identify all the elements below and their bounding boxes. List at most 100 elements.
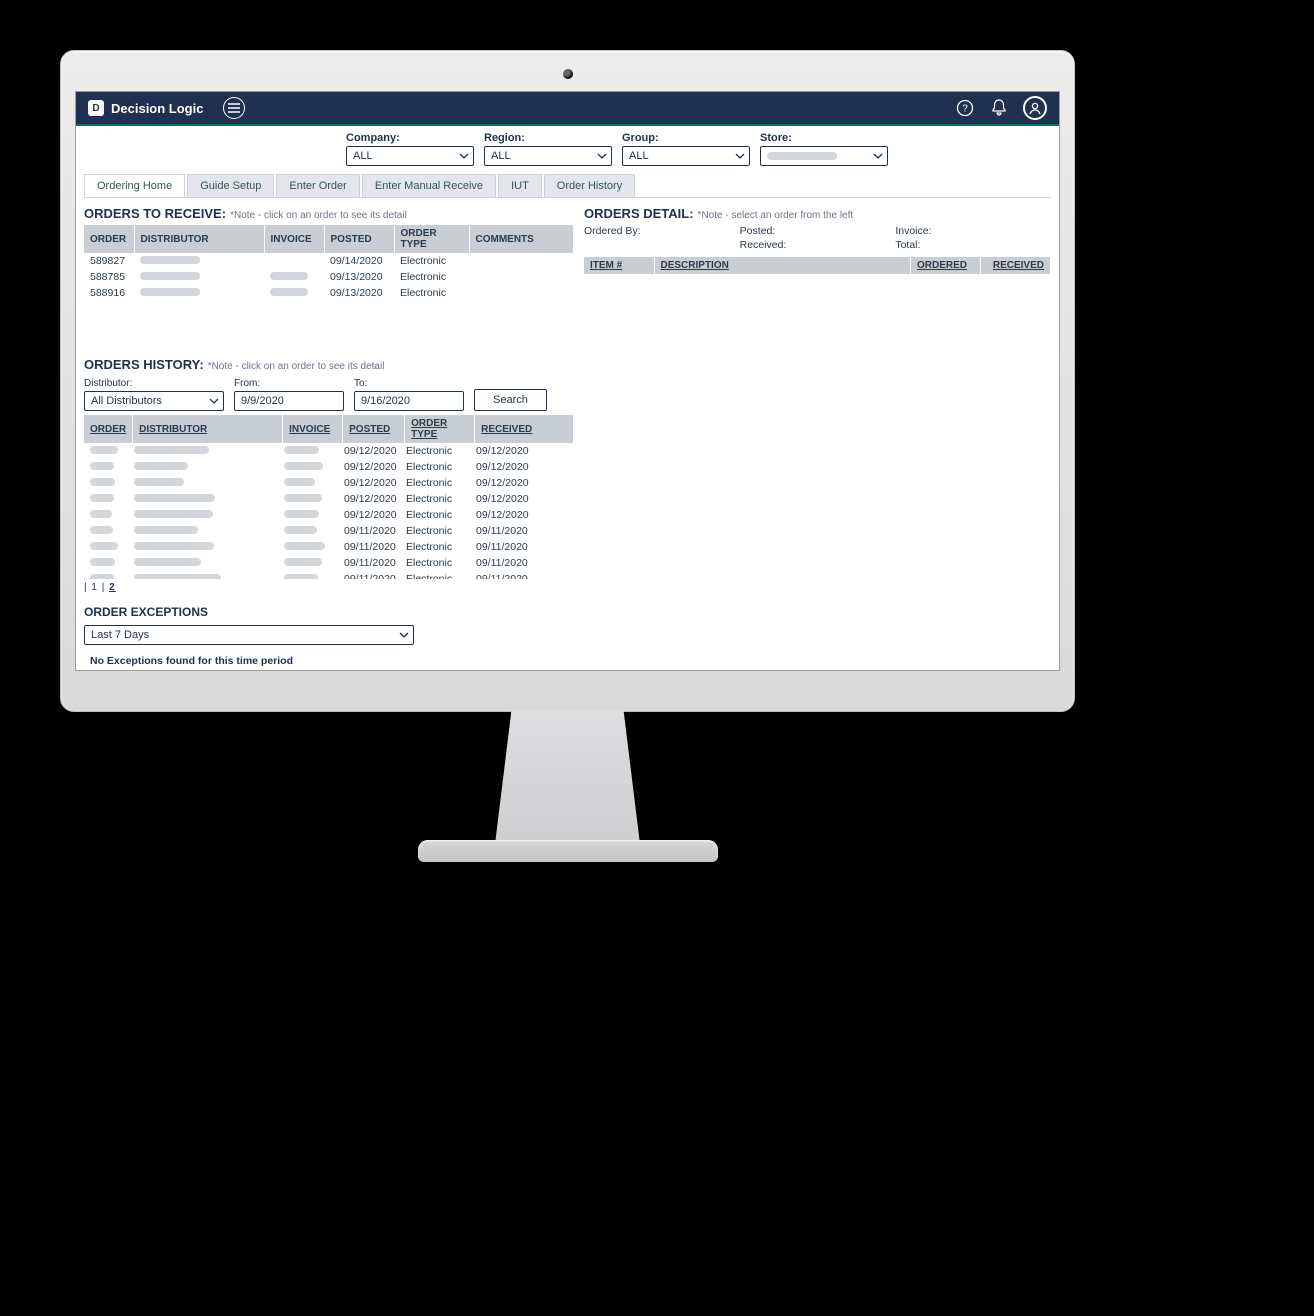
cell-invoice <box>278 443 338 459</box>
orders-history-note: *Note - click on an order to see its det… <box>208 361 385 372</box>
hcol-posted[interactable]: POSTED <box>343 415 405 443</box>
to--input[interactable] <box>354 391 464 411</box>
col-order-type[interactable]: ORDER TYPE <box>394 225 469 253</box>
orders-history-header: ORDER DISTRIBUTOR INVOICE POSTED ORDER T… <box>84 415 574 443</box>
dcol-item[interactable]: ITEM # <box>584 257 654 274</box>
col-invoice[interactable]: INVOICE <box>264 225 324 253</box>
col-order[interactable]: ORDER <box>84 225 134 253</box>
cell-invoice <box>264 269 324 285</box>
search-button[interactable]: Search <box>474 389 547 411</box>
table-row[interactable]: 09/12/2020Electronic09/12/2020 <box>84 475 564 491</box>
orders-to-receive-title: ORDERS TO RECEIVE: <box>84 206 226 221</box>
cell-distributor <box>128 459 278 475</box>
dcol-ordered[interactable]: ORDERED <box>911 257 981 274</box>
top-navbar: D Decision Logic ? <box>76 92 1059 126</box>
cell-received: 09/12/2020 <box>470 443 564 459</box>
cell-invoice <box>278 491 338 507</box>
cell-distributor <box>134 285 264 301</box>
orders-detail-title: ORDERS DETAIL: <box>584 206 694 221</box>
history-scroll[interactable]: 09/12/2020Electronic09/12/202009/12/2020… <box>84 443 574 579</box>
dcol-description[interactable]: DESCRIPTION <box>654 257 911 274</box>
chevron-down-icon <box>735 152 745 160</box>
monitor-mockup: D Decision Logic ? <box>60 50 1075 862</box>
hamburger-menu-button[interactable] <box>223 97 245 119</box>
table-row[interactable]: 58878509/13/2020Electronic <box>84 269 574 285</box>
orders-history-title: ORDERS HISTORY: <box>84 357 204 372</box>
user-menu-button[interactable] <box>1023 96 1047 120</box>
company-select[interactable]: ALL <box>346 146 474 166</box>
hcol-distributor[interactable]: DISTRIBUTOR <box>133 415 283 443</box>
invoice-label: Invoice: <box>895 225 1051 237</box>
app-screen: D Decision Logic ? <box>75 91 1060 671</box>
cell-received: 09/11/2020 <box>470 555 564 571</box>
svg-text:?: ? <box>962 104 968 115</box>
company-value: ALL <box>353 150 373 162</box>
cell-invoice <box>264 285 324 301</box>
cell-received: 09/12/2020 <box>470 459 564 475</box>
to-label: To: <box>354 378 464 389</box>
table-row[interactable]: 09/11/2020Electronic09/11/2020 <box>84 555 564 571</box>
tab-iut[interactable]: IUT <box>498 174 542 197</box>
hcol-order[interactable]: ORDER <box>84 415 133 443</box>
cell-order <box>84 443 128 459</box>
dcol-received[interactable]: RECEIVED <box>981 257 1051 274</box>
exceptions-range-select[interactable]: Last 7 Days <box>84 625 414 645</box>
col-distributor[interactable]: DISTRIBUTOR <box>134 225 264 253</box>
brand-name: Decision Logic <box>111 101 203 116</box>
cell-type: Electronic <box>394 285 469 301</box>
cell-posted: 09/11/2020 <box>338 571 400 579</box>
tab-ordering-home[interactable]: Ordering Home <box>84 174 185 197</box>
store-select[interactable] <box>760 146 888 166</box>
table-row[interactable]: 09/12/2020Electronic09/12/2020 <box>84 443 564 459</box>
table-row[interactable]: 09/11/2020Electronic09/11/2020 <box>84 571 564 579</box>
table-row[interactable]: 09/11/2020Electronic09/11/2020 <box>84 523 564 539</box>
table-row[interactable]: 09/12/2020Electronic09/12/2020 <box>84 491 564 507</box>
pager-page-2[interactable]: 2 <box>109 582 116 593</box>
hcol-invoice[interactable]: INVOICE <box>283 415 343 443</box>
tab-enter-order[interactable]: Enter Order <box>276 174 359 197</box>
cell-posted: 09/12/2020 <box>338 491 400 507</box>
store-value-placeholder <box>767 152 837 160</box>
history-filters: Distributor: All Distributors From: To: <box>84 378 574 411</box>
webcam-dot <box>563 69 573 79</box>
cell-posted: 09/11/2020 <box>338 523 400 539</box>
table-row[interactable]: 09/12/2020Electronic09/12/2020 <box>84 507 564 523</box>
brand-logo-icon: D <box>88 100 104 116</box>
history-pager: | 1 | 2 <box>84 582 574 593</box>
cell-distributor <box>128 491 278 507</box>
cell-type: Electronic <box>400 459 470 475</box>
cell-order <box>84 539 128 555</box>
cell-order <box>84 507 128 523</box>
table-row[interactable]: 09/11/2020Electronic09/11/2020 <box>84 539 564 555</box>
table-row[interactable]: 58891609/13/2020Electronic <box>84 285 574 301</box>
region-select[interactable]: ALL <box>484 146 612 166</box>
group-label: Group: <box>622 132 750 144</box>
notifications-button[interactable] <box>989 98 1009 118</box>
cell-posted: 09/13/2020 <box>324 269 394 285</box>
tab-guide-setup[interactable]: Guide Setup <box>187 174 274 197</box>
from-date-input[interactable] <box>234 391 344 411</box>
table-row[interactable]: 58982709/14/2020Electronic <box>84 253 574 269</box>
cell-type: Electronic <box>400 507 470 523</box>
monitor-neck <box>468 710 668 840</box>
pager-page-1[interactable]: 1 <box>91 582 98 593</box>
col-posted[interactable]: POSTED <box>324 225 394 253</box>
help-button[interactable]: ? <box>955 98 975 118</box>
cell-order: 588916 <box>84 285 134 301</box>
tab-order-history[interactable]: Order History <box>544 174 635 197</box>
hcol-order-type[interactable]: ORDER TYPE <box>405 415 475 443</box>
order-exceptions: ORDER EXCEPTIONS Last 7 Days No Exceptio… <box>84 605 574 667</box>
store-label: Store: <box>760 132 888 144</box>
cell-received: 09/11/2020 <box>470 523 564 539</box>
group-select[interactable]: ALL <box>622 146 750 166</box>
hcol-received[interactable]: RECEIVED <box>475 415 574 443</box>
chevron-down-icon <box>399 631 409 639</box>
col-comments[interactable]: COMMENTS <box>469 225 574 253</box>
table-row[interactable]: 09/12/2020Electronic09/12/2020 <box>84 459 564 475</box>
tab-enter-manual-receive[interactable]: Enter Manual Receive <box>362 174 496 197</box>
user-icon <box>1028 101 1042 115</box>
distributor-select[interactable]: All Distributors <box>84 391 224 411</box>
chevron-down-icon <box>459 152 469 160</box>
cell-invoice <box>278 475 338 491</box>
from-label: From: <box>234 378 344 389</box>
